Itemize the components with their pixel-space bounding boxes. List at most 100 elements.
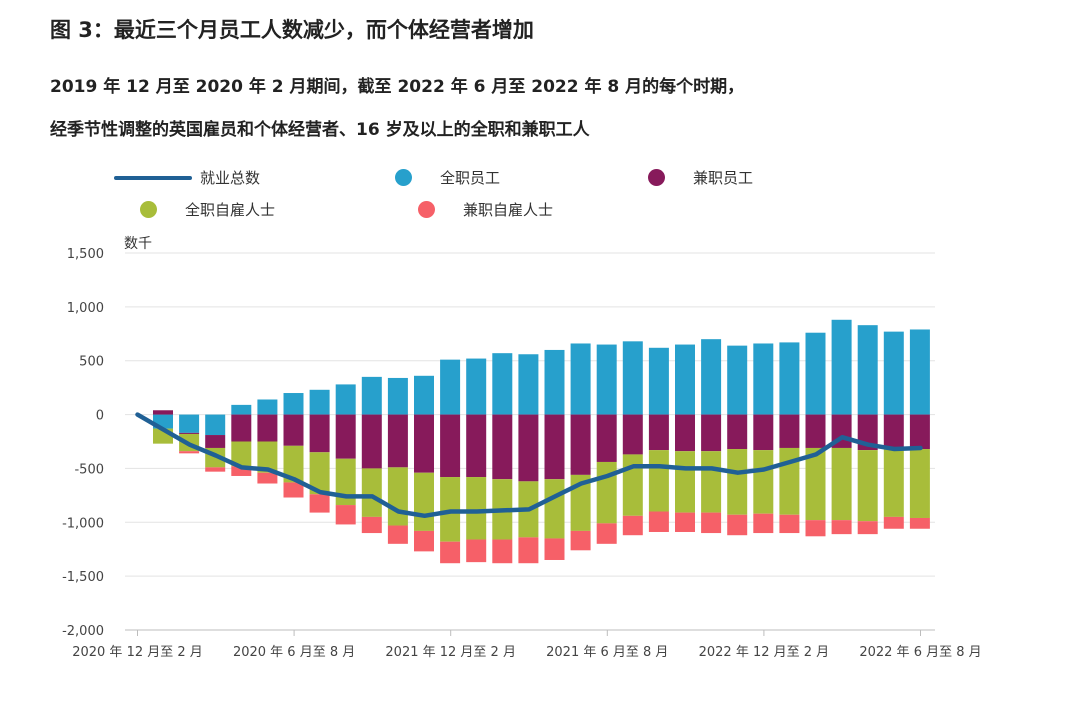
bar-pt-self xyxy=(361,516,382,534)
bar-ft-emp xyxy=(466,358,487,415)
y-tick-label: -2,000 xyxy=(62,624,104,639)
bar-pt-self xyxy=(753,513,774,534)
bar-ft-emp xyxy=(675,344,695,415)
bar-pt-self xyxy=(518,537,539,564)
legend-pt-emp-dot-icon xyxy=(648,169,665,186)
bar-ft-self xyxy=(231,441,252,467)
bar-ft-emp xyxy=(857,325,878,415)
bar-pt-self xyxy=(283,482,304,498)
bar-pt-self xyxy=(857,521,878,535)
bar-ft-emp xyxy=(648,347,669,415)
y-tick-label: 500 xyxy=(79,355,104,370)
bar-ft-self xyxy=(414,472,434,531)
bar-ft-self xyxy=(909,449,930,518)
bar-pt-self xyxy=(205,467,226,472)
legend-ft-self-dot-icon xyxy=(140,201,157,218)
bar-ft-self xyxy=(283,445,304,483)
legend-ft-self: 全职自雇人士 xyxy=(140,199,275,220)
bar-pt-emp xyxy=(231,414,252,442)
legend-total-line-icon xyxy=(114,175,192,180)
bar-pt-self xyxy=(309,494,330,513)
bar-pt-self xyxy=(727,514,748,536)
bar-pt-self xyxy=(779,514,800,534)
bar-pt-emp xyxy=(361,414,382,469)
bar-pt-self xyxy=(883,516,904,529)
bar-ft-emp xyxy=(701,339,722,415)
bar-ft-emp xyxy=(909,329,930,415)
legend-pt-self-label: 兼职自雇人士 xyxy=(463,201,554,219)
legend-pt-self: 兼职自雇人士 xyxy=(418,199,553,220)
bar-ft-self xyxy=(466,477,487,540)
y-tick-label: -1,000 xyxy=(62,516,104,531)
bar-ft-emp xyxy=(205,414,226,436)
bar-pt-self xyxy=(335,505,356,525)
chart-subtitle-line1: 2019 年 12 月至 2020 年 2 月期间，截至 2022 年 6 月至… xyxy=(50,77,745,97)
bar-pt-emp xyxy=(205,435,226,448)
bar-pt-emp xyxy=(466,414,487,478)
bar-ft-emp xyxy=(361,376,382,415)
bar-pt-emp xyxy=(335,414,356,459)
bar-pt-emp xyxy=(753,414,774,451)
bar-ft-self xyxy=(570,474,591,531)
bar-ft-emp xyxy=(492,353,513,415)
bar-pt-emp xyxy=(883,414,904,450)
y-tick-label: 1,000 xyxy=(67,301,104,316)
bar-ft-self xyxy=(727,449,748,515)
bar-pt-emp xyxy=(675,414,695,452)
y-axis-unit-label: 数千 xyxy=(124,236,152,252)
chart-subtitle-line2: 经季节性调整的英国雇员和个体经营者、16 岁及以上的全职和兼职工人 xyxy=(50,120,590,140)
bar-pt-self xyxy=(466,539,487,563)
bar-ft-emp xyxy=(779,342,800,415)
bar-pt-self xyxy=(648,511,669,532)
bar-pt-self xyxy=(622,515,643,536)
bar-pt-emp xyxy=(909,414,930,450)
bar-ft-self xyxy=(805,447,826,521)
bar-pt-emp xyxy=(779,414,800,448)
bar-pt-self xyxy=(440,541,461,564)
bar-pt-emp xyxy=(596,414,617,462)
bar-ft-emp xyxy=(805,332,826,415)
bar-pt-emp xyxy=(701,414,722,452)
bar-ft-self xyxy=(648,450,669,512)
bar-pt-self xyxy=(805,520,826,537)
series-line-total xyxy=(135,412,923,519)
bar-pt-emp xyxy=(805,414,826,448)
bar-pt-emp xyxy=(179,432,200,434)
bar-ft-emp xyxy=(753,343,774,415)
y-tick-label: -1,500 xyxy=(62,570,104,585)
bar-pt-emp xyxy=(440,414,461,478)
bar-pt-emp xyxy=(518,414,539,482)
bar-pt-emp xyxy=(387,414,408,468)
bar-pt-emp xyxy=(309,414,330,453)
bar-ft-emp xyxy=(335,384,356,415)
bar-pt-self xyxy=(570,530,591,551)
legend-pt-emp: 兼职员工 xyxy=(648,167,753,188)
bar-ft-emp xyxy=(414,375,434,415)
bar-ft-emp xyxy=(727,345,748,415)
bar-pt-emp xyxy=(570,414,591,475)
bar-ft-emp xyxy=(387,377,408,415)
bar-ft-self xyxy=(257,441,278,473)
bar-ft-emp xyxy=(544,349,565,415)
x-tick-label: 2020 年 6 月至 8 月 xyxy=(233,645,355,660)
bar-ft-self xyxy=(544,479,565,539)
x-tick-label: 2021 年 6 月至 8 月 xyxy=(546,645,668,660)
legend-pt-emp-label: 兼职员工 xyxy=(693,169,754,187)
bar-ft-emp xyxy=(831,319,852,415)
bar-ft-emp xyxy=(231,404,252,415)
bar-ft-self xyxy=(831,447,852,521)
bar-ft-emp xyxy=(518,354,539,415)
bar-ft-self xyxy=(361,468,382,517)
bar-pt-emp xyxy=(283,414,304,446)
bar-pt-emp xyxy=(727,414,748,450)
bar-ft-emp xyxy=(883,331,904,415)
bar-pt-self xyxy=(701,512,722,534)
bar-ft-self xyxy=(309,452,330,495)
bar-ft-emp xyxy=(622,341,643,415)
bar-ft-emp xyxy=(570,343,591,415)
legend-ft-emp-label: 全职员工 xyxy=(440,169,501,187)
bar-ft-self xyxy=(883,449,904,517)
bar-pt-self xyxy=(596,523,617,544)
bar-ft-self xyxy=(753,450,774,514)
